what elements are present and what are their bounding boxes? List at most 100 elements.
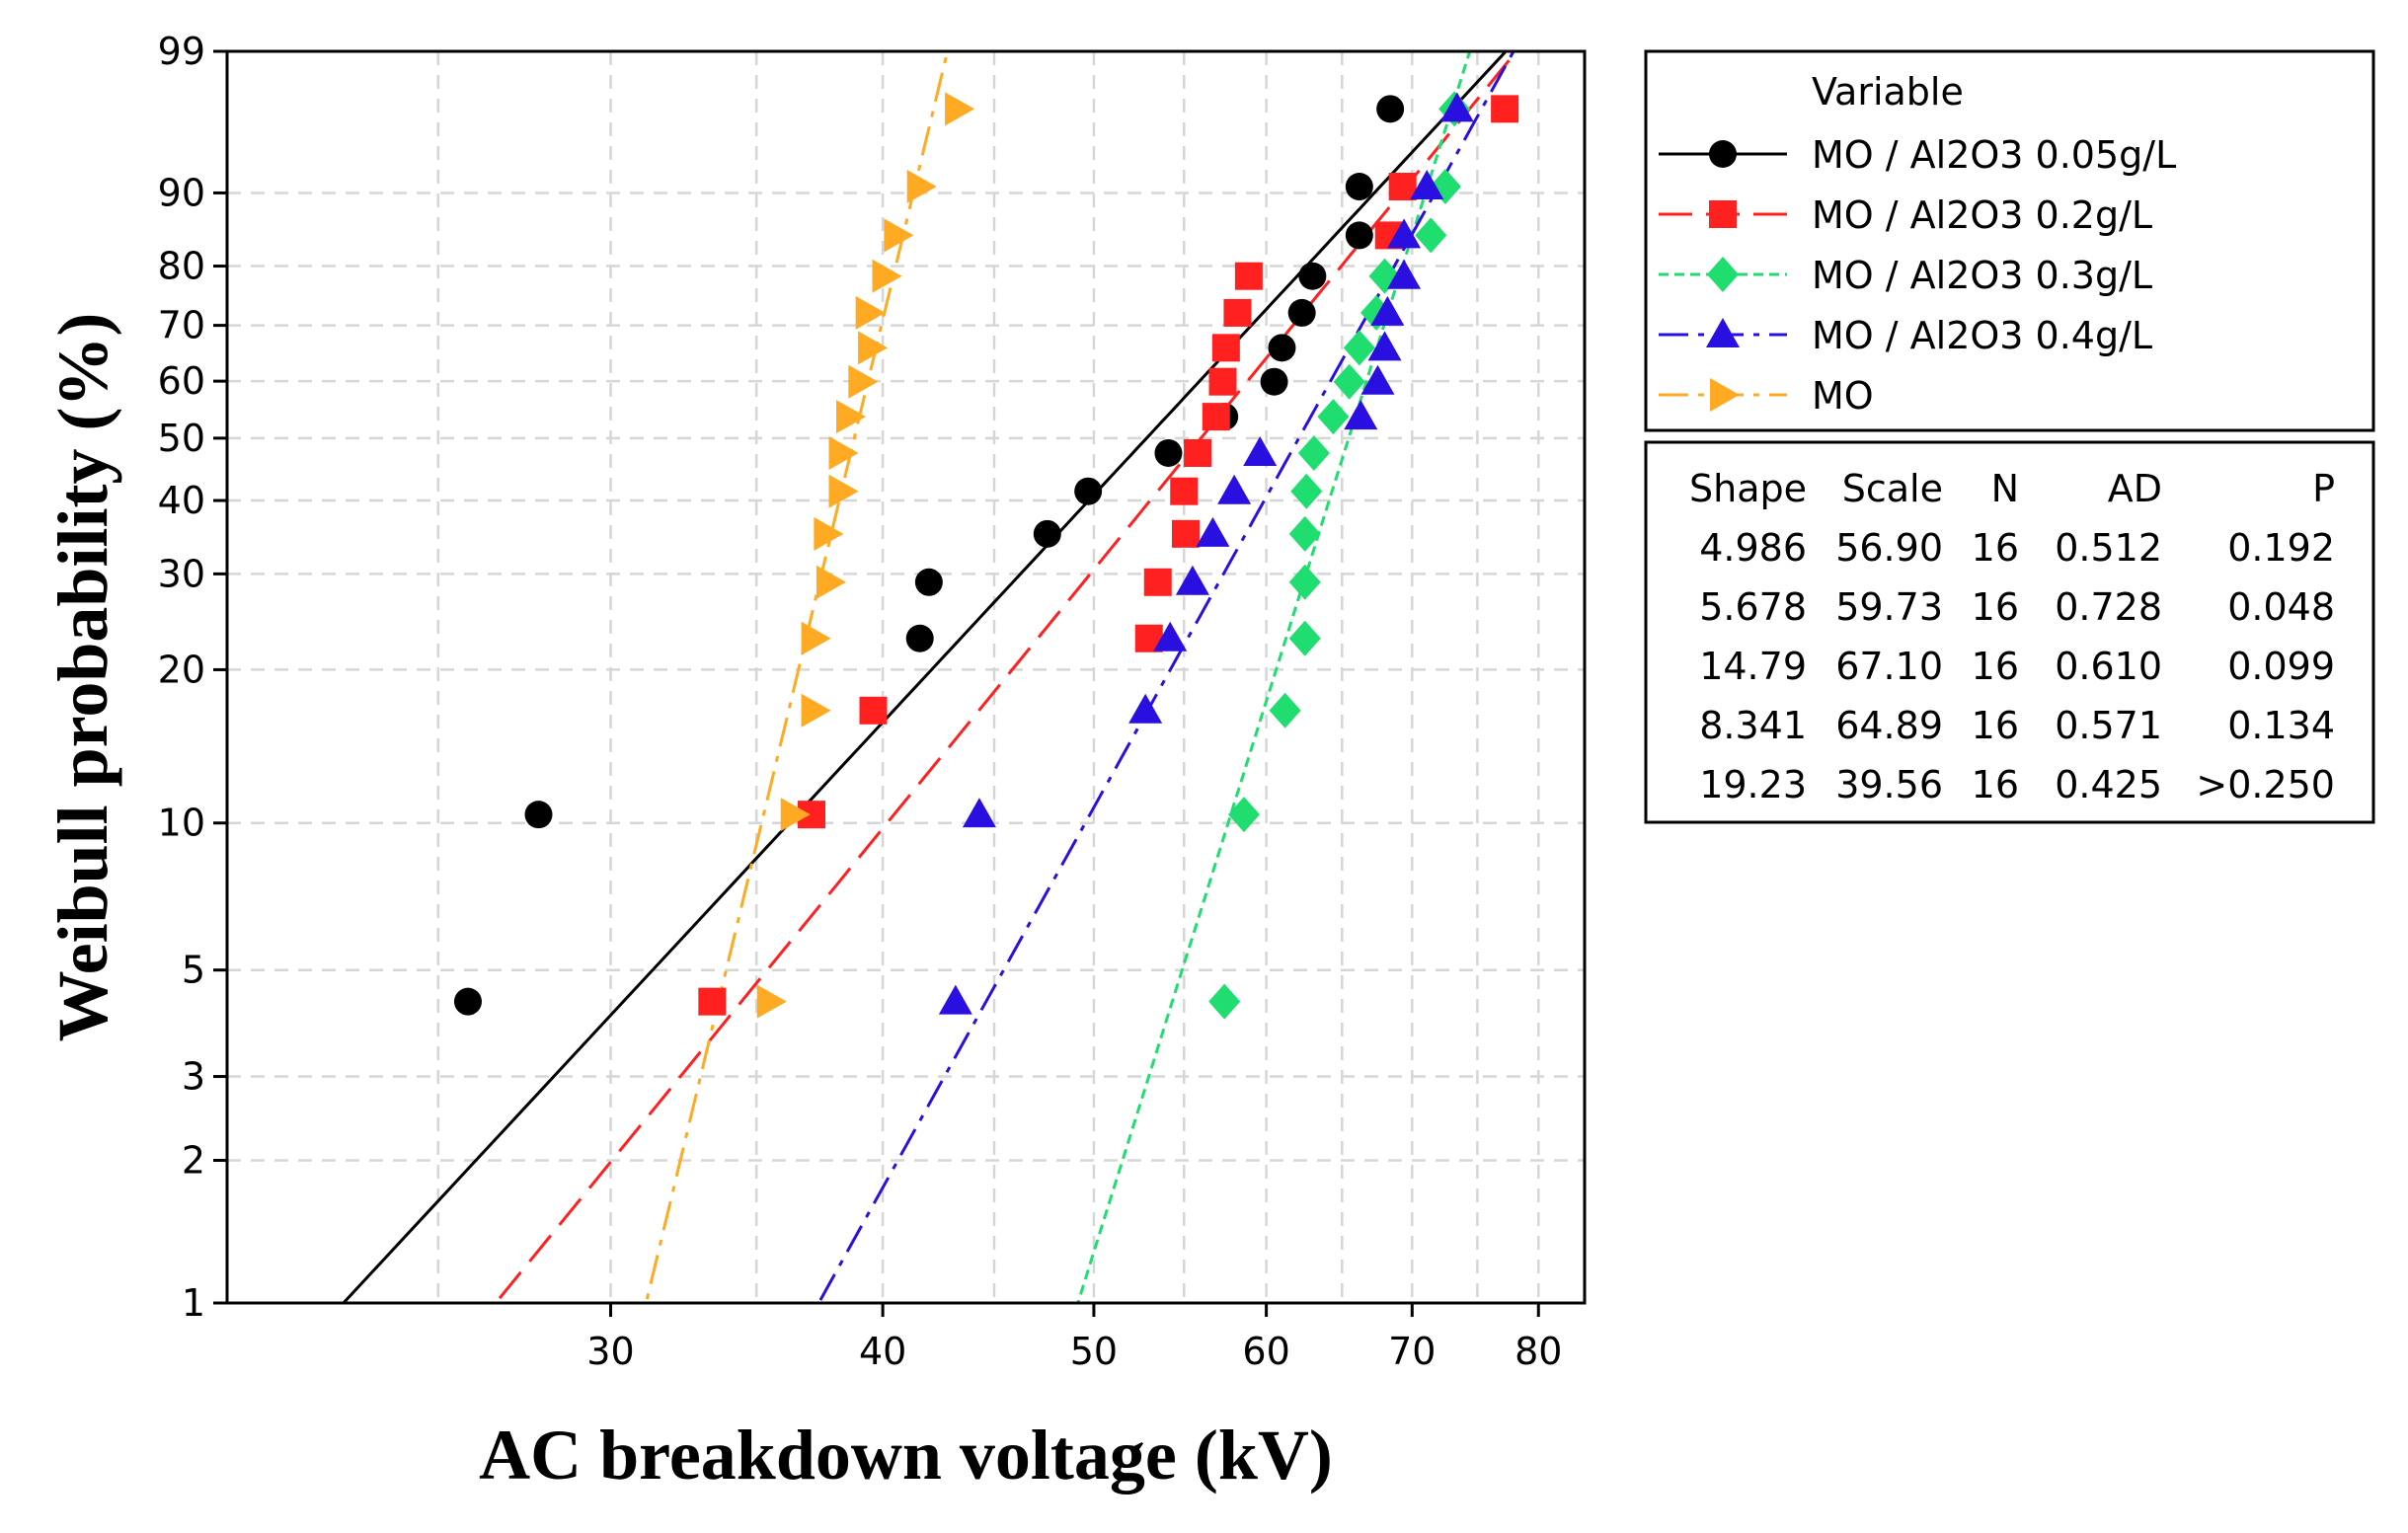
data-point [1333, 363, 1365, 400]
data-point [1234, 262, 1263, 290]
data-point [962, 798, 996, 828]
legend-title: Variable [1812, 70, 1964, 114]
y-tick-label: 90 [158, 171, 205, 214]
y-tick-label: 10 [158, 802, 205, 845]
data-point [1439, 92, 1474, 122]
data-point [1196, 516, 1230, 547]
data-point [1387, 218, 1422, 249]
stats-cell: 0.512 [2055, 526, 2162, 570]
x-tick-label: 70 [1388, 1330, 1436, 1373]
stats-table-cells: Shape Scale N AD P 4.986 56.90 16 0.512 0.192 5.67… [1689, 467, 2335, 806]
stats-cell: 0.728 [2055, 585, 2162, 629]
y-tick-label: 60 [158, 359, 205, 403]
legend-marker [1710, 378, 1740, 412]
data-point [1227, 797, 1260, 833]
data-point [1387, 259, 1422, 289]
data-point [1033, 519, 1061, 548]
y-tick-label: 1 [182, 1281, 205, 1325]
x-tick-label: 60 [1242, 1330, 1289, 1373]
data-point [1360, 364, 1395, 395]
y-tick-label: 2 [182, 1139, 205, 1183]
stats-cell: 67.10 [1835, 645, 1943, 688]
data-point [835, 400, 866, 434]
data-point [1153, 621, 1188, 652]
data-point [1415, 217, 1447, 254]
legend-box [1644, 49, 2375, 432]
stats-cell: 56.90 [1835, 526, 1943, 570]
stats-cell: 0.192 [2227, 526, 2335, 570]
plot-frame [225, 49, 1587, 1305]
y-tick-label: 99 [158, 30, 205, 73]
x-tick-label: 40 [859, 1330, 906, 1373]
data-point [1298, 262, 1327, 290]
fit-line [1076, 51, 1472, 1303]
data-point [816, 565, 846, 599]
y-tick-label: 20 [158, 648, 205, 691]
legend-marker [1707, 257, 1739, 292]
x-tick-label: 30 [586, 1330, 634, 1373]
legend-label: MO / Al2O3 0.05g/L [1812, 133, 2176, 177]
data-point [1345, 221, 1373, 250]
data-point [1154, 438, 1183, 467]
data-point [1074, 477, 1103, 505]
stats-table-box [1644, 440, 2375, 824]
x-tick-label: 50 [1070, 1330, 1118, 1373]
data-point [1223, 298, 1252, 327]
data-point [1491, 95, 1519, 123]
data-point [884, 218, 914, 253]
stats-cell: 16 [1972, 763, 2019, 806]
stats-header: N [1991, 467, 2019, 510]
data-point [1202, 403, 1230, 431]
stats-cell: 0.048 [2227, 585, 2335, 629]
stats-header: Shape [1689, 467, 1807, 510]
data-point [524, 801, 553, 829]
data-point [938, 984, 972, 1015]
data-point [1345, 173, 1373, 201]
legend: Variable MO / Al2O3 0.05g/L MO / Al2O3 0.… [1644, 49, 2375, 432]
legend-label: MO / Al2O3 0.4g/L [1812, 314, 2152, 357]
legend-label: MO / Al2O3 0.3g/L [1812, 254, 2152, 297]
data-point [914, 568, 943, 596]
stats-cell: 64.89 [1835, 704, 1943, 747]
axis-ticks: 30 40 50 60 70 80 1 2 3 5 10 20 30 40 50 60 70 80 90 99 [158, 30, 1563, 1373]
stats-cell: 16 [1972, 585, 2019, 629]
stats-cell: 14.79 [1699, 645, 1807, 688]
fit-line [644, 51, 950, 1303]
data-point [1288, 515, 1321, 552]
fit-line [816, 51, 1515, 1303]
legend-marker [1709, 140, 1737, 168]
stats-cell: >0.250 [2196, 763, 2335, 806]
data-point [453, 987, 482, 1016]
data-point [828, 474, 859, 508]
data-point [1268, 334, 1296, 362]
stats-cell: 16 [1972, 645, 2019, 688]
legend-marker [1706, 318, 1740, 347]
data-point [1388, 173, 1417, 201]
data-point [1288, 564, 1321, 600]
data-point [1367, 331, 1402, 361]
x-tick-label: 80 [1515, 1330, 1562, 1373]
data-point [801, 693, 831, 728]
legend-entries: MO / Al2O3 0.05g/L MO / Al2O3 0.2g/L MO / … [1659, 133, 2176, 418]
data-point [1243, 435, 1278, 466]
data-point [945, 92, 975, 126]
data-point [1260, 367, 1288, 396]
data-point [780, 798, 811, 832]
stats-cell: 39.56 [1835, 763, 1943, 806]
data-point [1344, 400, 1378, 430]
stats-table: Shape Scale N AD P 4.986 56.90 16 0.512 0.192 5.67… [1644, 440, 2375, 824]
x-axis-title: AC breakdown voltage (kV) [479, 1416, 1333, 1495]
stats-cell: 19.23 [1699, 763, 1807, 806]
legend-marker [1709, 200, 1737, 228]
data-point [855, 295, 886, 330]
data-point [1171, 519, 1200, 548]
stats-cell: 0.425 [2055, 763, 2162, 806]
data-point [1343, 330, 1375, 366]
legend-label: MO [1812, 374, 1874, 418]
data-point [1370, 295, 1405, 326]
data-point [828, 435, 859, 470]
data-point [1143, 568, 1172, 596]
data-point [1287, 298, 1316, 327]
data-point [848, 364, 879, 399]
